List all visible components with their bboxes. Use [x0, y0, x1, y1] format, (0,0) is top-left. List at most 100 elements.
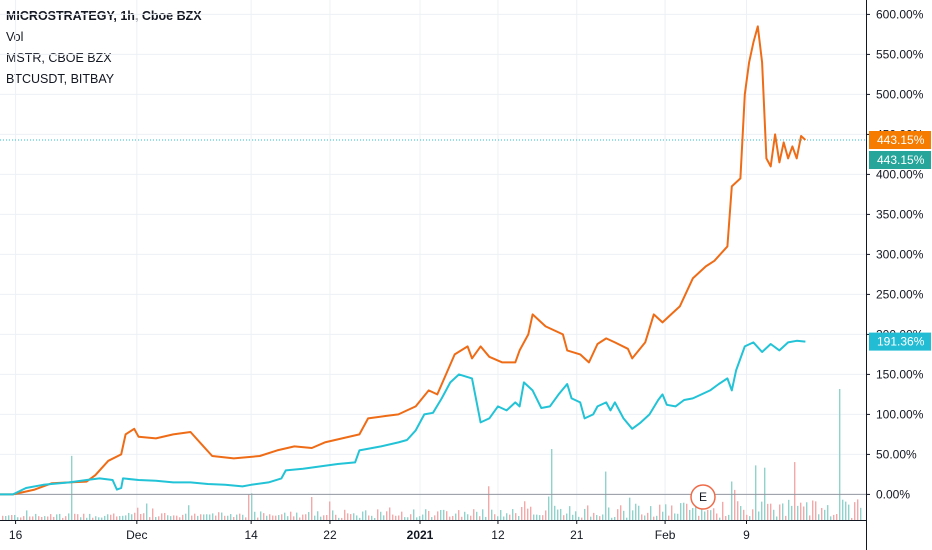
- volume-bar: [83, 513, 85, 520]
- volume-bar: [488, 486, 490, 520]
- volume-bar: [737, 501, 739, 520]
- volume-bar: [857, 499, 859, 520]
- volume-bar: [596, 514, 598, 520]
- volume-bar: [728, 514, 730, 520]
- volume-bar: [14, 514, 16, 520]
- volume-bar: [653, 516, 655, 520]
- volume-bar: [95, 516, 97, 520]
- volume-bar: [812, 500, 814, 520]
- volume-bar: [479, 516, 481, 520]
- volume-bar: [74, 513, 76, 520]
- volume-bar: [68, 513, 70, 520]
- volume-bar: [752, 509, 754, 520]
- volume-bar: [137, 507, 139, 520]
- volume-bar: [107, 514, 109, 520]
- volume-bar: [77, 514, 79, 520]
- volume-bar: [764, 467, 766, 520]
- volume-bar: [17, 517, 19, 520]
- volume-bar: [155, 516, 157, 520]
- volume-bar: [86, 517, 88, 520]
- volume-bar: [326, 514, 328, 520]
- legend-main-symbol[interactable]: MICROSTRATEGY, 1h, Cboe BZX: [6, 9, 202, 23]
- volume-bar: [407, 517, 409, 520]
- volume-bar: [551, 449, 553, 520]
- volume-bar: [497, 516, 499, 520]
- volume-bar: [353, 513, 355, 520]
- volume-bar: [308, 512, 310, 520]
- volume-bar: [230, 514, 232, 520]
- volume-bar: [650, 506, 652, 520]
- y-tick-label: 550.00%: [876, 47, 924, 61]
- volume-bar: [587, 505, 589, 520]
- volume-bar: [290, 511, 292, 520]
- earnings-event[interactable]: E: [690, 484, 716, 510]
- volume-bar: [518, 515, 520, 520]
- volume-bar: [71, 455, 73, 520]
- y-tick-label: 600.00%: [876, 7, 924, 21]
- volume-bar: [833, 514, 835, 520]
- volume-bar: [635, 503, 637, 520]
- volume-bar: [704, 511, 706, 520]
- volume-bar: [161, 513, 163, 520]
- volume-bar: [176, 515, 178, 520]
- legend-volume[interactable]: Vol: [6, 30, 24, 44]
- volume-bar: [515, 513, 517, 520]
- legend-compare-btc[interactable]: BTCUSDT, BITBAY: [6, 72, 115, 86]
- volume-bar: [218, 512, 220, 520]
- mstr-series-line[interactable]: [0, 25, 807, 496]
- volume-bar: [698, 515, 700, 520]
- volume-bar: [500, 510, 502, 520]
- price-axis[interactable]: 600.00%550.00%500.00%450.00%400.00%350.0…: [866, 7, 924, 501]
- volume-bar: [665, 504, 667, 520]
- btc-series-line[interactable]: [0, 339, 806, 496]
- volume-bar: [581, 517, 583, 520]
- volume-bar: [641, 514, 643, 520]
- volume-bar: [191, 515, 193, 520]
- volume-bar: [44, 516, 46, 520]
- volume-bar: [785, 515, 787, 520]
- volume-bar: [860, 507, 862, 520]
- volume-bar: [437, 511, 439, 520]
- volume-bar: [533, 514, 535, 520]
- y-tick-label: 0.00%: [876, 487, 910, 501]
- volume-bar: [173, 515, 175, 520]
- volume-bar: [371, 515, 373, 520]
- volume-bar: [647, 512, 649, 520]
- volume-bar: [338, 517, 340, 520]
- volume-bar: [851, 517, 853, 520]
- volume-bar: [209, 514, 211, 520]
- volume-bar: [305, 514, 307, 520]
- volume-bar: [332, 510, 334, 520]
- volume-bar: [281, 514, 283, 520]
- volume-bar: [203, 514, 205, 520]
- volume-bar: [599, 516, 601, 520]
- earnings-event-marker[interactable]: [690, 484, 716, 510]
- volume-bar: [26, 510, 28, 520]
- volume-bar: [50, 514, 52, 520]
- y-tick-label: 300.00%: [876, 247, 924, 261]
- volume-bar: [383, 515, 385, 520]
- volume-bar: [311, 497, 313, 520]
- volume-bar: [350, 514, 352, 520]
- volume-bar: [335, 514, 337, 520]
- volume-bar: [680, 503, 682, 520]
- volume-bar: [284, 512, 286, 520]
- volume-bar: [56, 514, 58, 520]
- volume-bar: [509, 514, 511, 520]
- volume-bar: [662, 511, 664, 520]
- volume-bar: [848, 504, 850, 520]
- price-tags: 191.36% 443.15% 443.15%: [869, 131, 931, 351]
- volume-bar: [251, 493, 253, 520]
- volume-bar: [425, 509, 427, 520]
- volume-bar: [743, 509, 745, 520]
- volume-bar: [767, 503, 769, 520]
- time-axis[interactable]: 16 Dec 14 22 2021 12 21 Feb 9: [9, 520, 750, 542]
- volume-bar: [395, 515, 397, 520]
- volume-bar: [110, 514, 112, 520]
- volume-bar: [401, 511, 403, 520]
- volume-bar: [845, 501, 847, 520]
- volume-bar: [11, 515, 13, 520]
- volume-bar: [329, 501, 331, 520]
- volume-bar: [632, 510, 634, 520]
